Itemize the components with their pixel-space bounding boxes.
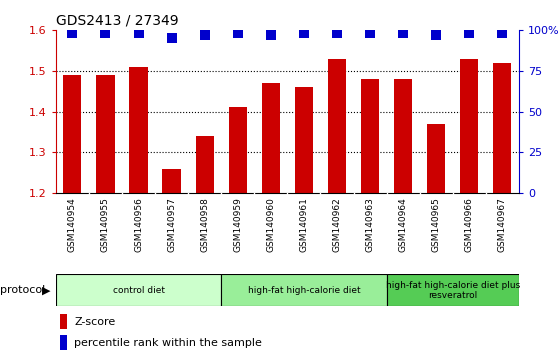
Text: protocol: protocol [0,285,45,295]
Text: GSM140957: GSM140957 [167,197,176,252]
Bar [427,124,445,193]
Text: GSM140961: GSM140961 [300,197,309,252]
Text: GDS2413 / 27349: GDS2413 / 27349 [56,13,179,28]
Point [300,30,309,36]
Bar [460,58,478,193]
Point [233,30,242,36]
Bar [328,58,346,193]
Text: Z-score: Z-score [74,316,116,327]
Bar [361,79,379,193]
Text: GSM140958: GSM140958 [200,197,209,252]
Point [134,30,143,36]
Bar [97,75,114,193]
Bar [195,136,214,193]
Point [398,30,407,36]
Bar [229,108,247,193]
Point [167,35,176,41]
Text: high-fat high-calorie diet plus
resveratrol: high-fat high-calorie diet plus resverat… [386,281,520,300]
Point [365,30,374,36]
Point [200,32,209,38]
Point [266,32,275,38]
Text: GSM140967: GSM140967 [498,197,507,252]
Point [432,32,441,38]
Bar [387,274,519,306]
Bar [493,63,512,193]
Bar [221,274,387,306]
Text: GSM140962: GSM140962 [333,197,341,252]
Bar [63,75,81,193]
Point [465,30,474,36]
Bar [262,83,280,193]
Text: GSM140954: GSM140954 [68,197,77,252]
Text: GSM140964: GSM140964 [398,197,408,252]
Text: percentile rank within the sample: percentile rank within the sample [74,338,262,348]
Point [498,30,507,36]
Text: GSM140966: GSM140966 [465,197,474,252]
Text: GSM140965: GSM140965 [432,197,441,252]
Text: ▶: ▶ [42,285,50,295]
Bar [60,335,68,350]
Bar [394,79,412,193]
Bar [295,87,313,193]
Point [68,30,77,36]
Text: GSM140960: GSM140960 [266,197,275,252]
Bar [56,274,221,306]
Bar [129,67,148,193]
Text: GSM140955: GSM140955 [101,197,110,252]
Text: high-fat high-calorie diet: high-fat high-calorie diet [248,286,360,295]
Text: GSM140963: GSM140963 [365,197,374,252]
Point [333,30,341,36]
Bar [60,314,68,329]
Text: GSM140956: GSM140956 [134,197,143,252]
Text: GSM140959: GSM140959 [233,197,242,252]
Bar [162,169,181,193]
Text: control diet: control diet [113,286,165,295]
Point [101,30,110,36]
